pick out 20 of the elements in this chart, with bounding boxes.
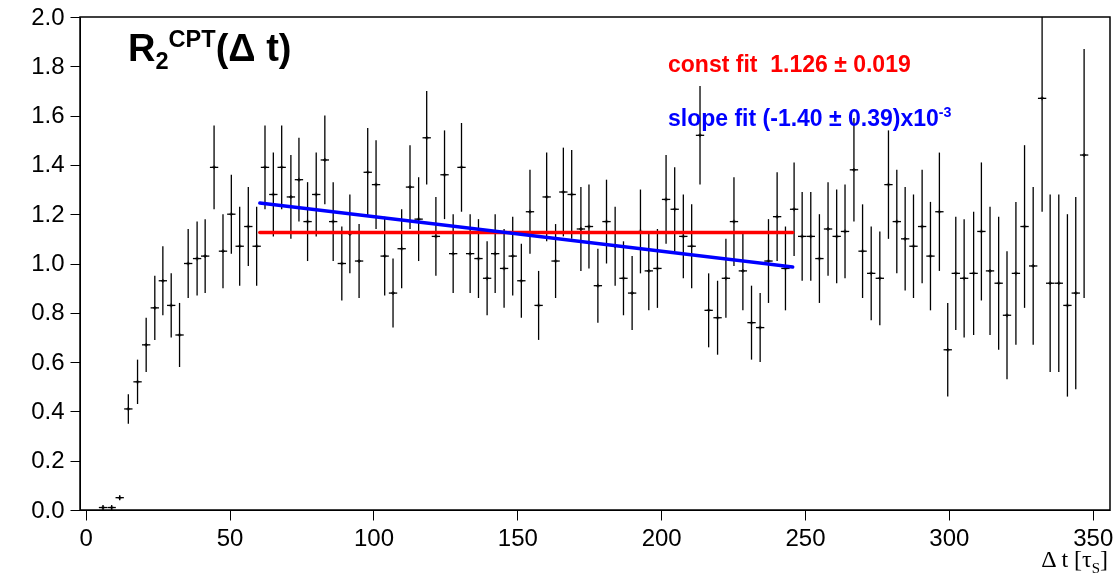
y-tick-label: 0.6 bbox=[31, 347, 65, 375]
x-tick-label: 250 bbox=[785, 523, 826, 551]
y-tick-label: 0.0 bbox=[31, 495, 65, 523]
x-tick-label: 150 bbox=[497, 523, 538, 551]
x-tick-label: 200 bbox=[641, 523, 682, 551]
x-tick-label: 0 bbox=[79, 523, 93, 551]
y-tick-label: 2.0 bbox=[31, 2, 65, 30]
text: const fit 1.126 ± 0.019 bbox=[668, 50, 912, 79]
y-tick-label: 1.2 bbox=[31, 199, 65, 227]
y-tick-label: 1.4 bbox=[31, 150, 65, 178]
y-tick-label: 0.2 bbox=[31, 446, 65, 474]
x-tick-label: 300 bbox=[929, 523, 970, 551]
y-tick-label: 1.6 bbox=[31, 101, 65, 129]
x-tick-label: 100 bbox=[353, 523, 394, 551]
x-tick-label: 50 bbox=[216, 523, 244, 551]
y-tick-label: 0.8 bbox=[31, 298, 65, 326]
chart-title: R$_{2}$$^{CPT}$(Δ t) bbox=[128, 26, 292, 76]
y-tick-label: 1.8 bbox=[31, 51, 65, 79]
y-tick-label: 0.4 bbox=[31, 396, 65, 424]
y-tick-label: 1.0 bbox=[31, 249, 65, 276]
